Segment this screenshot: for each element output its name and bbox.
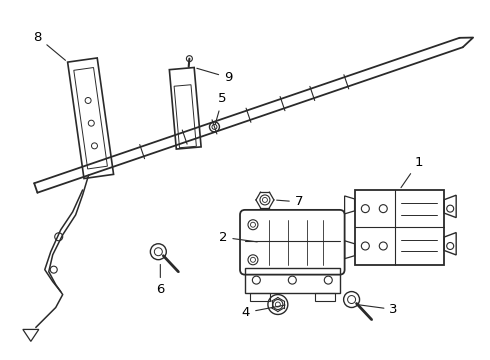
Text: 7: 7: [277, 195, 303, 208]
Text: 1: 1: [401, 156, 423, 188]
Text: 3: 3: [359, 303, 398, 316]
Text: 6: 6: [156, 265, 165, 296]
Text: 5: 5: [215, 93, 227, 124]
Text: 2: 2: [219, 231, 257, 244]
Text: 8: 8: [33, 31, 66, 60]
Text: 4: 4: [242, 305, 285, 319]
Text: 9: 9: [197, 68, 232, 84]
Bar: [355, 190, 444, 265]
Bar: [315, 293, 335, 301]
Bar: [245, 268, 340, 293]
Bar: [250, 293, 270, 301]
